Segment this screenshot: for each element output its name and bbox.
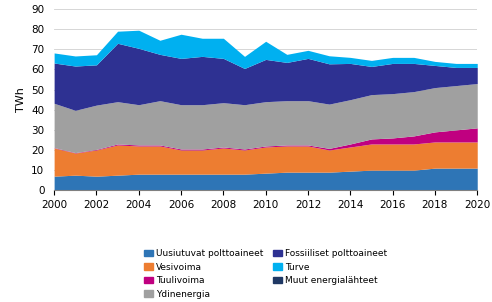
Y-axis label: TWh: TWh [16,87,26,112]
Legend: Uusiutuvat polttoaineet, Vesivoima, Tuulivoima, Ydinenergia, Fossiiliset polttoa: Uusiutuvat polttoaineet, Vesivoima, Tuul… [144,249,388,299]
